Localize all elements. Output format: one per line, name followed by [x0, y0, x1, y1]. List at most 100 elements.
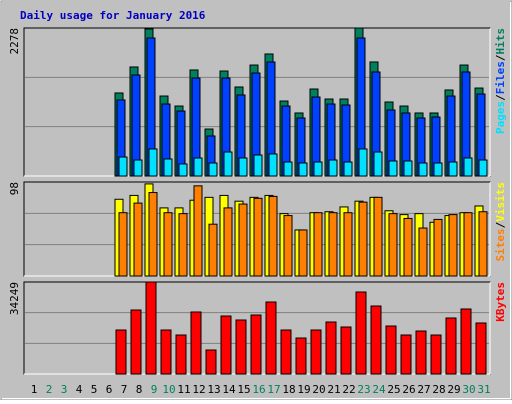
bar — [388, 213, 398, 277]
bar — [343, 212, 353, 277]
x-tick-label: 28 — [432, 383, 445, 396]
x-tick-label: 29 — [447, 383, 460, 396]
legend-entry: Files — [494, 61, 507, 94]
bar — [268, 195, 278, 277]
bar — [355, 291, 367, 375]
x-tick-label: 27 — [417, 383, 430, 396]
bar — [160, 329, 172, 375]
bar — [388, 160, 398, 177]
x-tick-label: 17 — [267, 383, 280, 396]
bar — [163, 158, 173, 177]
chart-title: Daily usage for January 2016 — [20, 9, 206, 22]
bar — [460, 308, 472, 375]
bar — [340, 326, 352, 375]
x-tick-label: 5 — [91, 383, 98, 396]
x-tick-label: 21 — [327, 383, 340, 396]
bar — [133, 202, 143, 277]
bar — [373, 196, 383, 277]
bar — [298, 229, 308, 277]
bar — [223, 207, 233, 277]
bar — [445, 317, 457, 375]
x-tick-label: 31 — [477, 383, 490, 396]
x-tick-label: 8 — [136, 383, 143, 396]
x-tick-label: 4 — [76, 383, 83, 396]
y-tick-label: 34249 — [8, 282, 21, 315]
x-tick-label: 12 — [192, 383, 205, 396]
bar — [133, 159, 143, 177]
bar — [175, 334, 187, 375]
bar — [325, 321, 337, 375]
x-tick-label: 30 — [462, 383, 475, 396]
bar — [223, 151, 233, 177]
bar — [283, 215, 293, 277]
x-tick-label: 24 — [372, 383, 386, 396]
bar — [430, 334, 442, 375]
y-tick-label: 2278 — [8, 28, 21, 55]
bar — [118, 156, 128, 177]
bar — [118, 212, 128, 277]
bar — [253, 197, 263, 277]
x-tick-label: 2 — [46, 383, 53, 396]
bar — [178, 163, 188, 177]
bar — [415, 330, 427, 375]
bar — [418, 227, 428, 277]
bar — [370, 305, 382, 375]
bar — [385, 325, 397, 375]
y-tick-label: 98 — [8, 182, 21, 195]
legend-separator: / — [494, 94, 507, 101]
bar — [463, 157, 473, 177]
x-tick-label: 13 — [207, 383, 220, 396]
bar — [448, 161, 458, 177]
bar — [205, 349, 217, 375]
bar — [475, 322, 487, 375]
bar — [328, 159, 338, 177]
legend-entry: Hits — [494, 28, 507, 55]
bar — [115, 329, 127, 375]
bar — [163, 212, 173, 277]
bar — [478, 159, 488, 177]
legend-entry: KBytes — [494, 282, 507, 322]
bar — [313, 161, 323, 177]
x-tick-label: 1 — [31, 383, 38, 396]
x-tick-label: 6 — [106, 383, 113, 396]
bar — [328, 212, 338, 277]
bar — [403, 160, 413, 177]
bar — [310, 329, 322, 375]
bar — [400, 334, 412, 375]
x-tick-label: 10 — [162, 383, 175, 396]
x-tick-label: 19 — [297, 383, 310, 396]
x-tick-label: 9 — [151, 383, 158, 396]
x-tick-label: 7 — [121, 383, 128, 396]
legend-separator: / — [494, 54, 507, 61]
bar — [220, 315, 232, 375]
legend: Pages/Files/Hits — [494, 28, 507, 134]
bar — [208, 162, 218, 177]
bar — [148, 192, 158, 277]
legend-entry: Pages — [494, 101, 507, 134]
bar — [463, 212, 473, 277]
x-tick-label: 18 — [282, 383, 295, 396]
bar — [238, 203, 248, 277]
bar — [478, 211, 488, 277]
bar — [265, 301, 277, 375]
bar — [193, 185, 203, 277]
bar — [433, 218, 443, 277]
bar — [358, 201, 368, 277]
legend: Sites/Visits — [494, 182, 507, 262]
bar — [238, 157, 248, 177]
bar — [268, 153, 278, 177]
bar — [145, 281, 157, 375]
x-tick-label: 11 — [177, 383, 190, 396]
bar — [433, 162, 443, 177]
x-tick-label: 26 — [402, 383, 415, 396]
x-tick-label: 3 — [61, 383, 68, 396]
legend-separator: / — [494, 221, 507, 228]
bar — [280, 329, 292, 375]
legend-entry: Sites — [494, 228, 507, 261]
bar — [283, 161, 293, 177]
bar — [190, 311, 202, 375]
x-tick-label: 15 — [237, 383, 250, 396]
x-tick-label: 14 — [222, 383, 236, 396]
